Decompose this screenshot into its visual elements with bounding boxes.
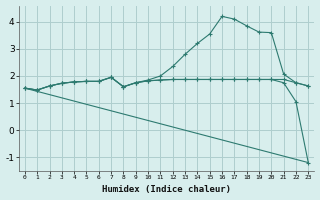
X-axis label: Humidex (Indice chaleur): Humidex (Indice chaleur): [102, 185, 231, 194]
